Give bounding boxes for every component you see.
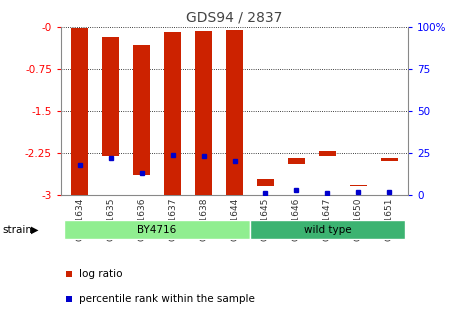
Text: ▶: ▶ [30, 225, 38, 235]
Bar [226, 30, 243, 195]
Bar [257, 179, 274, 186]
Bar [71, 28, 88, 195]
Bar [350, 185, 367, 186]
Bar [102, 37, 119, 156]
Bar [381, 159, 398, 161]
Text: percentile rank within the sample: percentile rank within the sample [79, 294, 255, 304]
Bar [319, 151, 336, 156]
Bar [195, 31, 212, 195]
Bar [64, 220, 250, 239]
Text: log ratio: log ratio [79, 269, 122, 279]
Title: GDS94 / 2837: GDS94 / 2837 [186, 10, 283, 24]
Bar [288, 159, 305, 164]
Text: BY4716: BY4716 [137, 225, 177, 235]
Bar [164, 33, 181, 195]
Text: wild type: wild type [303, 225, 351, 235]
Text: strain: strain [2, 225, 32, 235]
Bar [133, 45, 150, 175]
Bar [250, 220, 405, 239]
